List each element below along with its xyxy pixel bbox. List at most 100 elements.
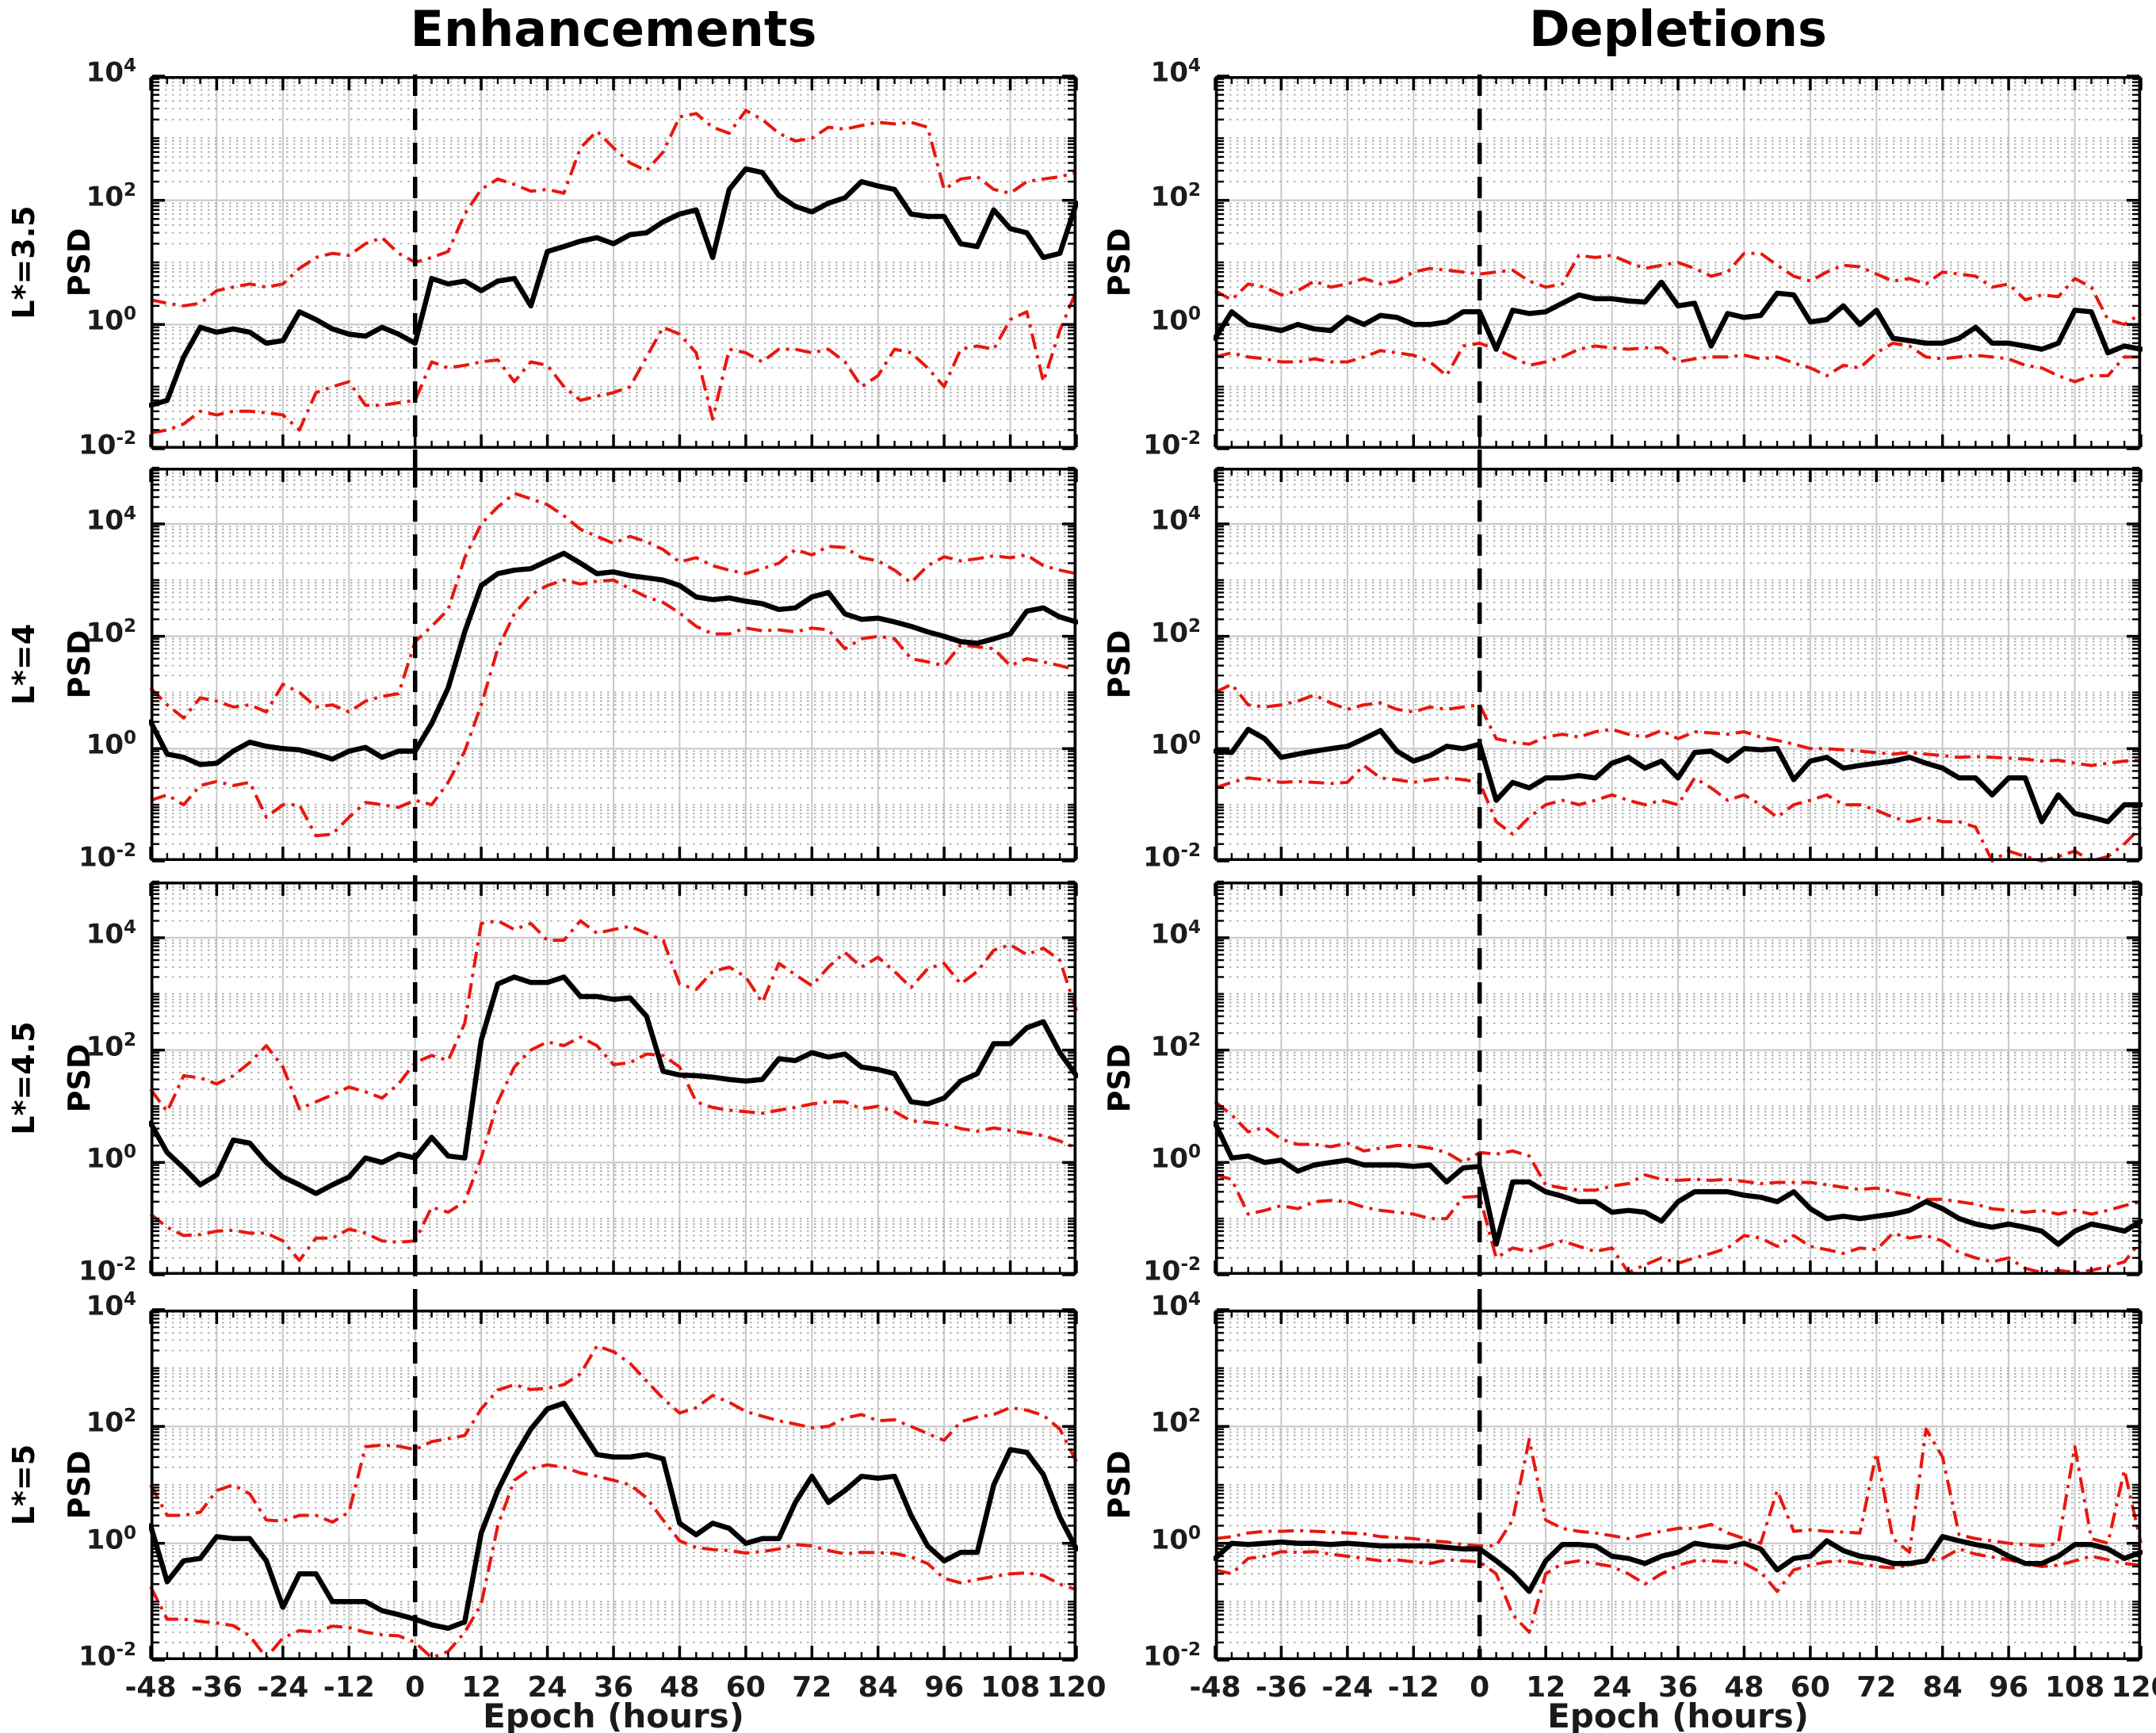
y-tick-label: 104 (86, 55, 136, 89)
row-label-l-5: L*=5 (6, 1444, 41, 1526)
panel-border (151, 882, 1076, 1275)
x-tick-label: 36 (1657, 1671, 1699, 1704)
x-tick-label: 60 (725, 1671, 766, 1704)
x-tick-label: 72 (792, 1671, 832, 1704)
y-tick-label: 10-2 (1143, 1639, 1201, 1673)
x-tick-label: 0 (405, 1671, 426, 1704)
upper-bound-line (150, 109, 1077, 308)
panel-depletions-l-3-5 (1214, 75, 2143, 468)
grid-lines (150, 76, 1077, 449)
y-tick-label: 102 (86, 615, 136, 648)
panel-border (1215, 1310, 2141, 1660)
column-title-enhancements: Enhancements (410, 0, 817, 58)
y-tick-label: 100 (1150, 1142, 1201, 1175)
x-tick-label: -36 (190, 1671, 243, 1704)
y-axis-label-psd: PSD (1102, 228, 1137, 297)
x-tick-label: -48 (124, 1671, 177, 1704)
panel-enhancements-l-3-5 (149, 75, 1078, 468)
axis-ticks (149, 75, 1078, 450)
x-tick-label: 108 (2044, 1671, 2105, 1704)
grid-lines (150, 468, 1077, 861)
x-tick-label: 72 (1856, 1671, 1897, 1704)
grid-lines (150, 1310, 1077, 1660)
y-tick-label: 10-2 (1143, 840, 1201, 874)
y-tick-label: 104 (86, 503, 136, 537)
x-tick-label: -24 (1321, 1671, 1374, 1704)
lower-bound-line (150, 578, 1077, 838)
median-line (149, 1400, 1078, 1632)
upper-bound-line (1214, 251, 2143, 327)
y-tick-label: 104 (86, 1289, 136, 1322)
y-tick-label: 102 (1150, 179, 1201, 212)
y-tick-label: 102 (1150, 1406, 1201, 1439)
lower-bound-line (1214, 341, 2141, 384)
upper-bound-line (1214, 683, 2142, 767)
panel-border (151, 468, 1076, 861)
x-tick-label: -48 (1189, 1671, 1241, 1704)
axis-ticks (149, 880, 1078, 1276)
x-tick-label: 60 (1790, 1671, 1830, 1704)
y-tick-label: 102 (86, 179, 136, 212)
y-tick-label: 102 (86, 1029, 136, 1062)
x-tick-label: 24 (1592, 1671, 1632, 1704)
y-tick-label: 104 (86, 916, 136, 951)
y-axis-label-psd: PSD (1102, 1450, 1137, 1520)
y-tick-label: 102 (1150, 615, 1201, 648)
grid-lines (1214, 468, 2142, 861)
median-line (1214, 1534, 2143, 1594)
grid-lines (1214, 1310, 2142, 1660)
axis-ticks (149, 466, 1078, 863)
axis-ticks (149, 1308, 1078, 1662)
y-tick-label: 100 (86, 728, 136, 761)
median-line (1214, 726, 2143, 824)
x-tick-label: 96 (924, 1671, 965, 1704)
y-tick-label: 100 (86, 304, 136, 337)
y-tick-label: 100 (1150, 1522, 1201, 1555)
y-tick-label: 10-2 (1143, 428, 1201, 461)
y-tick-label: 104 (1150, 1289, 1201, 1322)
upper-bound-line (149, 919, 1078, 1114)
y-tick-label: 10-2 (78, 1254, 136, 1287)
x-tick-label: 12 (1526, 1671, 1566, 1704)
x-tick-label: 0 (1470, 1671, 1490, 1704)
x-tick-label: 48 (659, 1671, 700, 1704)
panel-border (151, 76, 1076, 449)
y-tick-label: 104 (1150, 503, 1201, 537)
y-tick-label: 104 (1150, 55, 1201, 89)
grid-lines (150, 882, 1077, 1275)
x-tick-label: 12 (461, 1671, 502, 1704)
lower-bound-line (1214, 763, 2143, 863)
upper-bound-line (149, 1344, 1078, 1524)
x-tick-label: 84 (858, 1671, 898, 1704)
y-tick-label: 100 (86, 1522, 136, 1555)
y-tick-label: 100 (1150, 728, 1201, 761)
panel-enhancements-l-4 (149, 466, 1078, 882)
panel-depletions-l-4 (1214, 466, 2143, 882)
y-axis-label-psd: PSD (62, 228, 97, 297)
median-line (1214, 1120, 2143, 1247)
data-series (149, 492, 1078, 838)
lower-bound-line (1214, 1547, 2142, 1634)
panel-border (1215, 76, 2141, 449)
panel-depletions-l-4-5 (1214, 880, 2143, 1310)
lower-bound-line (149, 1463, 1077, 1659)
panel-border (1215, 882, 2141, 1275)
x-axis-label: Epoch (hours) (483, 1697, 744, 1733)
row-label-l-3-5: L*=3.5 (6, 205, 41, 319)
x-tick-label: -12 (1387, 1671, 1439, 1704)
upper-bound-line (1214, 1100, 2142, 1216)
y-tick-label: 10-2 (78, 428, 136, 461)
y-axis-label-psd: PSD (62, 1450, 97, 1520)
grid-lines (1214, 882, 2142, 1275)
data-series (1214, 683, 2143, 863)
y-tick-label: 10-2 (78, 1639, 136, 1673)
x-tick-label: 96 (1989, 1671, 2029, 1704)
y-tick-label: 102 (1150, 1029, 1201, 1062)
x-tick-label: -24 (257, 1671, 309, 1704)
data-series (149, 1344, 1078, 1659)
lower-bound-line (150, 289, 1078, 434)
upper-bound-line (1214, 1427, 2143, 1555)
panel-enhancements-l-4-5 (149, 880, 1078, 1310)
median-line (1214, 279, 2143, 356)
